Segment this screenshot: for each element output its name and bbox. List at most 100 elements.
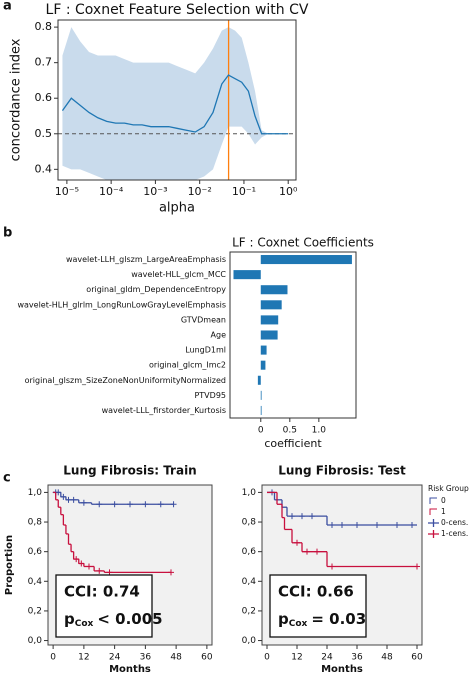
category-label: original_glcm_Imc2 <box>149 361 226 370</box>
censor-mark <box>168 569 174 576</box>
censor-mark <box>65 496 72 503</box>
censor-mark <box>339 522 345 528</box>
y-tick-label: 0,6 <box>242 547 257 557</box>
y-tick-label: 0,6 <box>28 547 43 557</box>
legend-title: Risk Group <box>428 484 469 493</box>
legend-symbol <box>428 530 439 538</box>
bar <box>260 345 267 355</box>
y-tick-label: 1,0 <box>242 488 257 498</box>
x-tick-label: 10⁻¹ <box>232 185 256 198</box>
censor-mark <box>111 501 118 508</box>
x-axis-label: coefficient <box>264 437 322 450</box>
y-tick-label: 0.8 <box>35 20 53 33</box>
category-label: wavelet-LLH_glszm_LargeAreaEmphasis <box>66 255 226 264</box>
censor-mark <box>60 493 67 500</box>
legend-label: 0 <box>441 496 446 505</box>
censor-mark <box>96 567 103 574</box>
category-label: wavelet-LLL_firstorder_Kurtosis <box>102 406 226 415</box>
x-tick-label: 12 <box>291 653 302 663</box>
y-tick-label: 0,4 <box>28 577 43 587</box>
x-tick-label: 10⁻² <box>188 185 212 198</box>
legend-symbol <box>429 508 437 515</box>
y-tick-label: 0.6 <box>35 91 53 104</box>
censor-mark <box>309 513 315 520</box>
category-label: GTVDmean <box>181 315 226 324</box>
x-tick-label: 48 <box>381 653 393 663</box>
x-tick-label: 10⁻⁵ <box>55 185 79 198</box>
y-tick-label: 0,2 <box>28 606 42 616</box>
x-axis-label: Months <box>321 664 363 675</box>
censor-mark <box>157 501 164 508</box>
censor-mark <box>127 501 133 508</box>
stats-box <box>269 574 367 638</box>
p-text: pCox = 0.03 <box>278 610 366 629</box>
y-tick-label: 0,0 <box>242 636 257 646</box>
p-subscript: Cox <box>289 619 308 629</box>
confidence-band <box>62 27 289 180</box>
x-tick-label: 24 <box>109 653 121 663</box>
mean-line <box>61 74 289 135</box>
censor-mark <box>329 563 335 570</box>
bar <box>260 255 352 265</box>
censor-mark <box>55 489 62 496</box>
panel-label: c <box>3 471 11 486</box>
plot-frame <box>57 19 297 181</box>
y-axis-label: concordance index <box>9 38 24 161</box>
x-tick-label: 10⁻³ <box>143 185 167 198</box>
censor-mark <box>73 556 80 563</box>
bar <box>257 375 261 385</box>
censor-mark <box>304 548 310 555</box>
y-tick-label: 0,8 <box>242 518 257 528</box>
panel-label: a <box>3 0 12 14</box>
x-tick-label: 0 <box>50 653 56 663</box>
censor-mark <box>414 563 420 570</box>
x-tick-label: 24 <box>321 653 333 663</box>
censor-mark <box>142 501 149 508</box>
category-label: original_glszm_SizeZoneNonUniformityNorm… <box>25 376 226 385</box>
p-text: pCox < 0.005 <box>64 610 163 629</box>
censor-mark <box>170 501 177 508</box>
censor-mark <box>409 522 415 528</box>
censor-mark <box>394 522 400 528</box>
x-tick-label: 0.5 <box>283 426 297 436</box>
y-tick-label: 0,0 <box>28 636 43 646</box>
category-label: original_gldm_DependenceEntropy <box>86 285 226 294</box>
censor-mark <box>86 563 92 570</box>
censor-mark <box>374 522 380 528</box>
category-label: wavelet-HLL_glcm_MCC <box>131 270 226 279</box>
p-symbol: p <box>278 610 289 628</box>
x-axis-label: Months <box>109 664 151 675</box>
category-label: PTVD95 <box>194 391 226 400</box>
bar <box>233 270 261 280</box>
censor-mark <box>80 499 87 506</box>
y-tick-label: 0,2 <box>242 606 256 616</box>
chart-title: Lung Fibrosis: Train <box>63 464 196 478</box>
category-label: wavelet-HLH_glrlm_LongRunLowGrayLevelEmp… <box>17 300 226 309</box>
censor-mark <box>329 522 335 528</box>
censor-mark <box>78 560 85 567</box>
legend-symbol <box>429 497 437 504</box>
y-axis-label: Proportion <box>4 535 15 595</box>
x-tick-label: 10⁰ <box>279 185 298 198</box>
x-tick-label: 0 <box>258 426 264 436</box>
legend-label: 1-cens. <box>441 529 468 538</box>
censor-mark <box>299 513 305 520</box>
chart-title: Lung Fibrosis: Test <box>278 464 406 478</box>
bar <box>260 285 288 295</box>
censor-mark <box>289 513 295 520</box>
censor-mark <box>294 539 300 546</box>
x-tick-label: 60 <box>411 653 423 663</box>
cci-text: CCI: 0.66 <box>278 583 354 601</box>
x-tick-label: 0 <box>264 653 270 663</box>
censor-mark <box>70 496 77 503</box>
bar <box>260 390 262 400</box>
censor-mark <box>354 522 360 528</box>
legend-label: 0-cens. <box>441 518 468 527</box>
category-label: Age <box>211 331 227 340</box>
x-tick-label: 48 <box>170 653 182 663</box>
y-tick-label: 1,0 <box>28 488 43 498</box>
bar <box>260 315 279 325</box>
category-label: LungD1ml <box>185 346 226 355</box>
y-tick-label: 0.7 <box>35 56 53 69</box>
